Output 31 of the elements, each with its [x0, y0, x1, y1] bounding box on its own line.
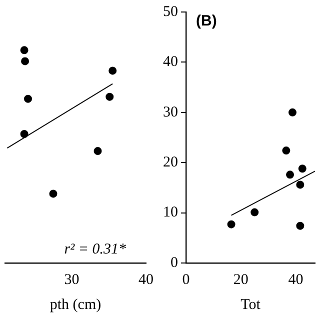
y-tick-label: 0	[170, 254, 178, 271]
point	[24, 94, 32, 103]
point	[20, 130, 28, 138]
point	[227, 220, 236, 228]
y-tick-label: 30	[163, 104, 178, 120]
x-tick-label: 0	[182, 272, 190, 288]
point	[288, 108, 296, 116]
point	[20, 46, 28, 54]
point	[21, 57, 30, 66]
point	[296, 180, 304, 189]
point	[250, 208, 259, 216]
y-tick-label: 20	[163, 154, 178, 171]
x-tick-label: 40	[288, 272, 304, 288]
point	[296, 222, 304, 230]
point	[94, 147, 102, 156]
point	[286, 170, 294, 179]
point	[106, 92, 114, 101]
x-tick-label: 30	[64, 272, 80, 288]
x-tick-label: 40	[138, 272, 154, 288]
x-axis-title: Tot	[240, 296, 262, 313]
point	[282, 146, 290, 155]
y-tick-label: 40	[163, 54, 178, 70]
x-tick-label: 20	[233, 272, 248, 288]
annotation: r² = 0.31*	[64, 241, 126, 258]
x-axis-title: pth (cm)	[50, 296, 102, 313]
point	[298, 164, 306, 173]
y-tick-label: 50	[163, 4, 178, 20]
y-tick-label: 10	[163, 204, 178, 221]
point	[108, 66, 117, 75]
annotation: (B)	[196, 12, 217, 30]
point	[49, 190, 58, 198]
